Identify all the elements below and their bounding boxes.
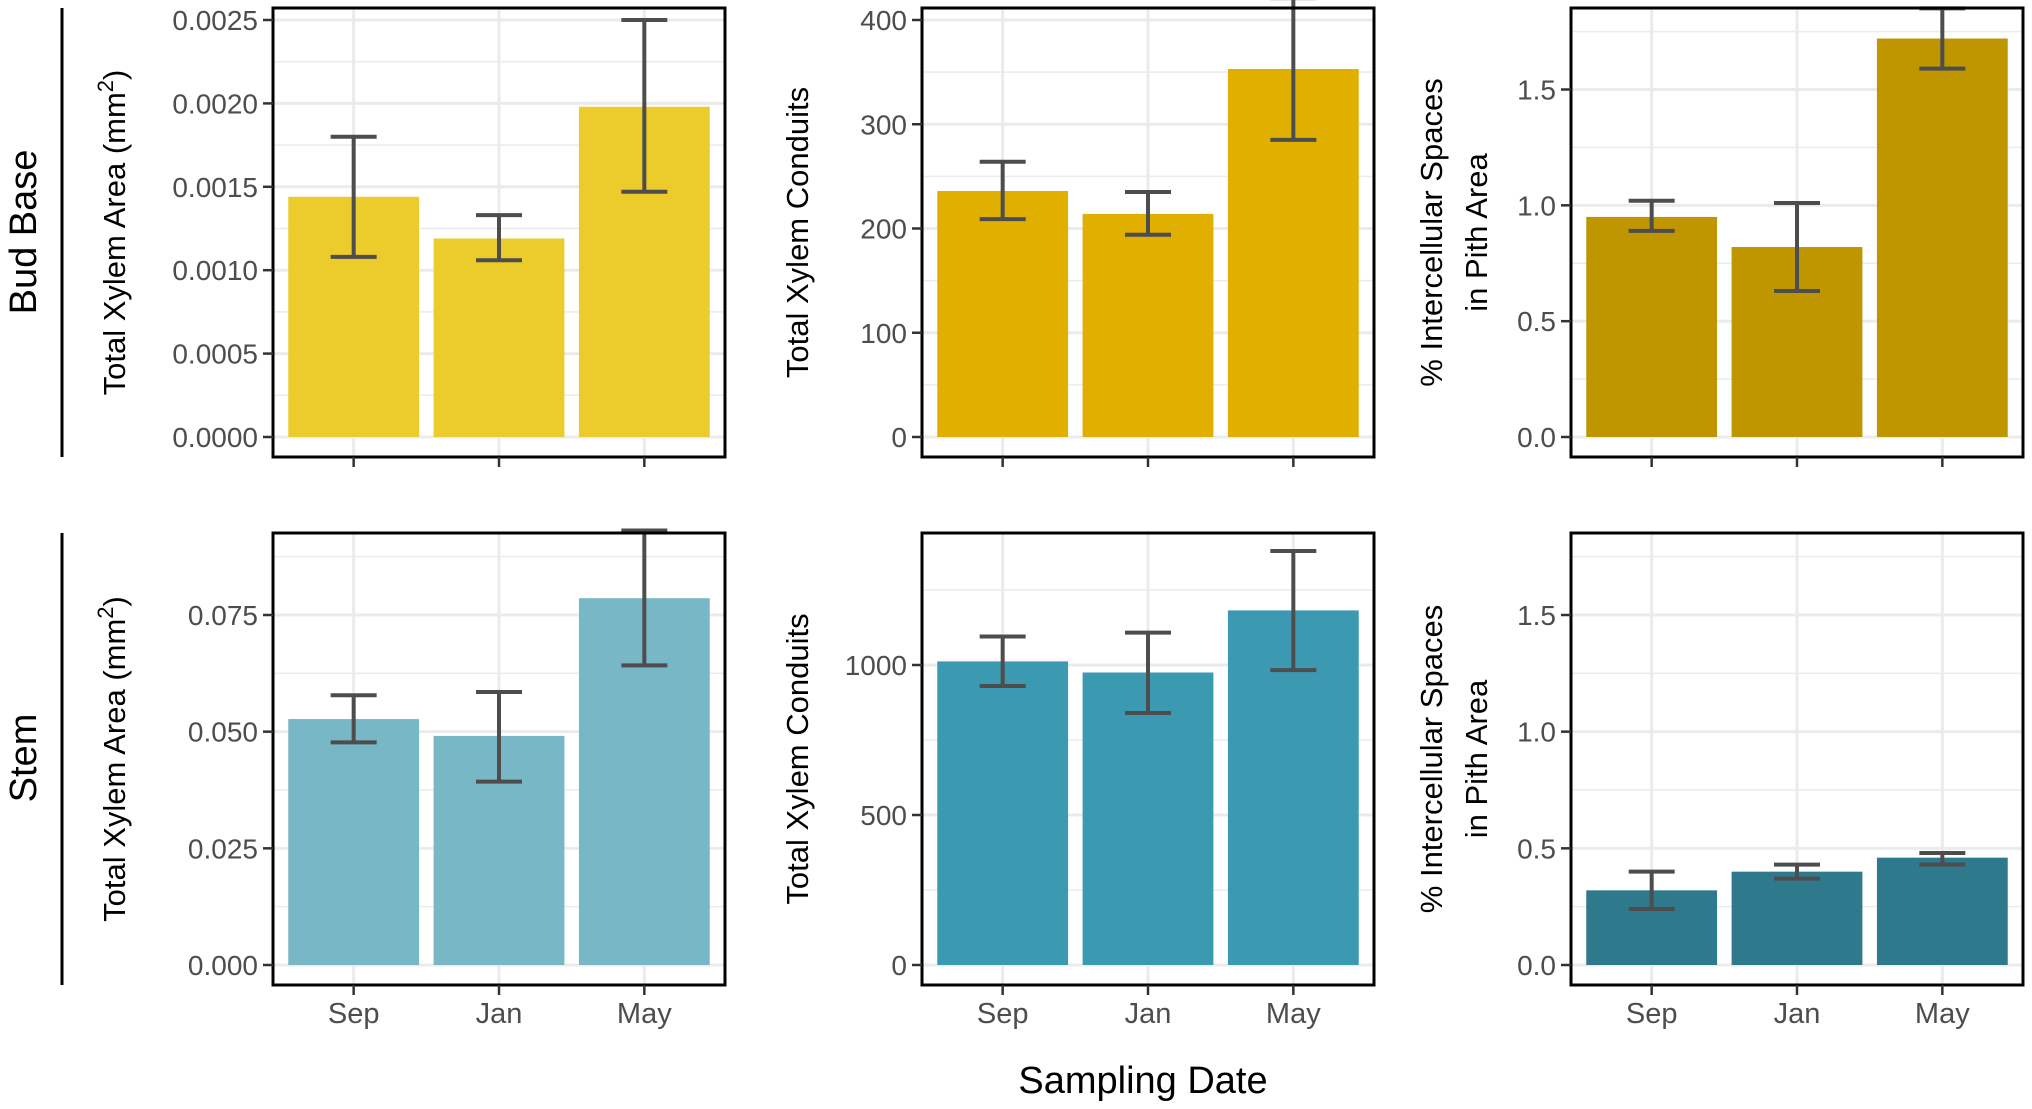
- bar-sep: [1586, 216, 1718, 437]
- y-tick-label: 0.0020: [172, 88, 258, 119]
- y-axis-label: % Intercellular Spaces: [1414, 605, 1449, 913]
- chart-panel-bud-area: 0.0000 0.0005 0.0010 0.0015 0.0020 0.0025 Tota…: [93, 5, 727, 467]
- y-axis-label-close: ): [97, 596, 132, 606]
- y-tick-label: 0.075: [188, 600, 258, 631]
- y-tick-label: 400: [860, 5, 907, 36]
- chart-panel-stem-pith: 0.0 0.5 1.0 1.5 Sep Jan May % Intercellular Spa…: [1414, 531, 2025, 1030]
- y-tick-label: 0: [891, 422, 907, 453]
- y-tick-label: 0.0010: [172, 255, 258, 286]
- bar-jan: [1731, 871, 1863, 965]
- bar-jan: [433, 238, 565, 437]
- y-tick-label: 0.025: [188, 833, 258, 864]
- x-tick-label-may: May: [617, 998, 672, 1030]
- y-tick-label: 0.0000: [172, 422, 258, 453]
- y-tick-label: 0.0: [1517, 950, 1556, 981]
- y-axis-label-superscript: 2: [93, 606, 118, 618]
- x-axis-title: Sampling Date: [1018, 1060, 1267, 1102]
- bar-jan: [1082, 672, 1214, 965]
- x-tick-label-sep: Sep: [328, 998, 380, 1030]
- bar-may: [1876, 857, 2008, 965]
- y-tick-label: 0.0: [1517, 422, 1556, 453]
- y-tick-label: 100: [860, 318, 907, 349]
- bar-sep: [288, 719, 420, 965]
- y-tick-label: 1.0: [1517, 190, 1556, 221]
- y-axis-label: in Pith Area: [1459, 152, 1494, 311]
- bar-sep: [937, 661, 1069, 965]
- x-tick-label-sep: Sep: [977, 998, 1029, 1030]
- x-tick-label-may: May: [1915, 998, 1970, 1030]
- y-tick-label: 200: [860, 214, 907, 245]
- row-label: Bud Base: [3, 150, 45, 315]
- y-tick-label: 1.0: [1517, 717, 1556, 748]
- y-tick-label: 500: [860, 800, 907, 831]
- x-tick-label-may: May: [1266, 998, 1321, 1030]
- y-tick-label: 1.5: [1517, 75, 1556, 106]
- y-tick-label: 0.000: [188, 950, 258, 981]
- bar-sep: [937, 190, 1069, 437]
- y-tick-label: 0.0015: [172, 172, 258, 203]
- y-tick-label: 300: [860, 109, 907, 140]
- y-axis-label-text: Total Xylem Area (mm: [97, 619, 132, 922]
- y-axis-label: in Pith Area: [1459, 679, 1494, 838]
- y-tick-label: 1.5: [1517, 600, 1556, 631]
- y-tick-label: 0.0025: [172, 5, 258, 36]
- bar-may: [1876, 38, 2008, 438]
- y-axis-label: % Intercellular Spaces: [1414, 78, 1449, 386]
- y-axis-label-close: ): [97, 70, 132, 80]
- y-axis-label: Total Xylem Conduits: [780, 87, 815, 378]
- chart-panel-stem-conduits: 0 500 1000 Sep Jan May Total Xylem Conduits: [780, 531, 1376, 1030]
- y-tick-label: 0: [891, 950, 907, 981]
- chart-panel-bud-conduits: 0 100 200 300 400 Total Xylem Conduits: [780, 0, 1376, 467]
- x-tick-label-jan: Jan: [1125, 998, 1172, 1030]
- y-axis-label: Total Xylem Area (mm2): [93, 596, 132, 922]
- bar-jan: [1082, 213, 1214, 437]
- x-tick-label-jan: Jan: [476, 998, 523, 1030]
- x-tick-label-sep: Sep: [1626, 998, 1678, 1030]
- row-label: Stem: [3, 714, 45, 803]
- x-tick-label-jan: Jan: [1774, 998, 1821, 1030]
- y-tick-label: 1000: [845, 650, 907, 681]
- y-tick-label: 0.0005: [172, 339, 258, 370]
- y-axis-label-superscript: 2: [93, 80, 118, 92]
- y-axis-label: Total Xylem Conduits: [780, 613, 815, 904]
- chart-panel-bud-pith: 0.0 0.5 1.0 1.5 % Intercellular Spaces in Pit…: [1414, 6, 2025, 467]
- y-tick-label: 0.050: [188, 717, 258, 748]
- y-axis-label-text: Total Xylem Area (mm: [97, 92, 132, 395]
- chart-panel-stem-area: 0.000 0.025 0.050 0.075 Sep Jan May Total Xylem…: [93, 528, 727, 1030]
- y-tick-label: 0.5: [1517, 306, 1556, 337]
- y-tick-label: 0.5: [1517, 833, 1556, 864]
- y-axis-label: Total Xylem Area (mm2): [93, 70, 132, 396]
